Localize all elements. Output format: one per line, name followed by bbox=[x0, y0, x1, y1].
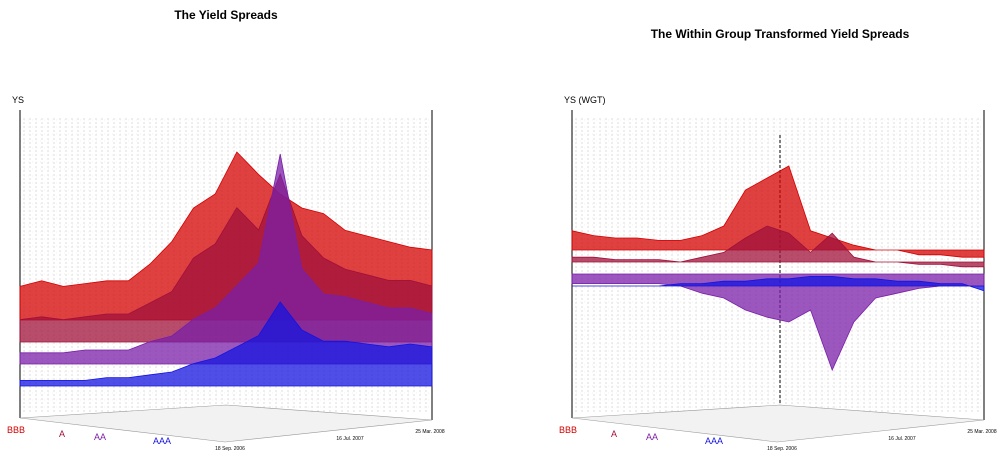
floor bbox=[571, 404, 985, 443]
time-label: 16 Jul. 2007 bbox=[888, 436, 915, 442]
surface bbox=[571, 165, 985, 258]
group-label: BBB bbox=[559, 425, 577, 435]
group-label: BBB bbox=[7, 425, 25, 435]
group-label: AA bbox=[94, 432, 106, 442]
surface bbox=[19, 153, 433, 365]
time-label: 25 Mar. 2008 bbox=[967, 429, 996, 435]
z-axis-label: YS (WGT) bbox=[564, 95, 606, 105]
surface bbox=[571, 225, 985, 268]
time-label: 18 Sep. 2006 bbox=[767, 446, 797, 452]
z-axis-label: YS bbox=[12, 95, 24, 105]
time-label: 16 Jul. 2007 bbox=[336, 436, 363, 442]
group-label: A bbox=[59, 429, 65, 439]
time-label: 18 Sep. 2006 bbox=[215, 446, 245, 452]
group-label: A bbox=[611, 429, 617, 439]
group-label: AAA bbox=[705, 436, 723, 446]
group-label: AA bbox=[646, 432, 658, 442]
chart-title: The Within Group Transformed Yield Sprea… bbox=[651, 27, 910, 41]
floor bbox=[19, 404, 433, 443]
chart: The Within Group Transformed Yield Sprea… bbox=[559, 27, 997, 452]
surface bbox=[19, 301, 433, 387]
chart-title: The Yield Spreads bbox=[174, 8, 278, 22]
surface bbox=[572, 275, 985, 292]
group-label: AAA bbox=[153, 436, 171, 446]
surface bbox=[571, 273, 985, 372]
time-label: 25 Mar. 2008 bbox=[415, 429, 444, 435]
